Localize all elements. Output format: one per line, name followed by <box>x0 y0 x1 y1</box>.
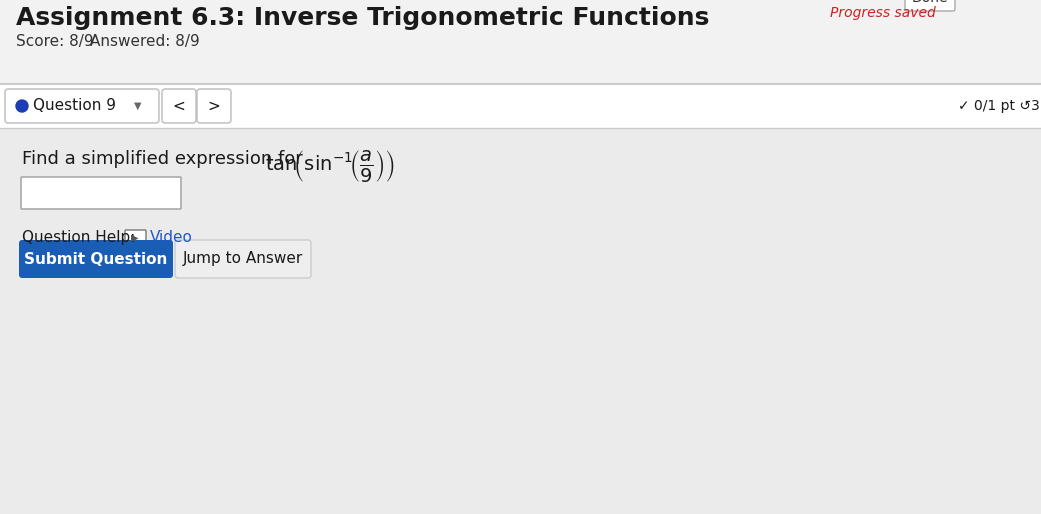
Text: Done: Done <box>912 0 948 5</box>
Text: Submit Question: Submit Question <box>24 251 168 266</box>
FancyBboxPatch shape <box>162 89 196 123</box>
FancyBboxPatch shape <box>905 0 955 11</box>
Text: Score: 8/9: Score: 8/9 <box>16 34 94 49</box>
FancyBboxPatch shape <box>19 240 173 278</box>
Text: Progress saved: Progress saved <box>830 6 936 20</box>
Bar <box>0 128 1041 514</box>
Circle shape <box>16 100 28 112</box>
Text: ▼: ▼ <box>134 101 142 111</box>
Text: $\mathrm{tan}\!\left(\mathrm{sin}^{-1}\!\left(\dfrac{a}{9}\right)\right)$: $\mathrm{tan}\!\left(\mathrm{sin}^{-1}\!… <box>265 148 395 184</box>
Text: ✓ 0/1 pt ↺3 2: ✓ 0/1 pt ↺3 2 <box>958 99 1041 113</box>
Text: Answered: 8/9: Answered: 8/9 <box>90 34 200 49</box>
Text: Find a simplified expression for: Find a simplified expression for <box>22 150 308 168</box>
FancyBboxPatch shape <box>21 177 181 209</box>
Text: ▶: ▶ <box>131 233 138 243</box>
FancyBboxPatch shape <box>175 240 311 278</box>
Text: Video: Video <box>150 230 193 245</box>
Text: Question 9: Question 9 <box>33 99 116 114</box>
Text: Assignment 6.3: Inverse Trigonometric Functions: Assignment 6.3: Inverse Trigonometric Fu… <box>16 6 709 30</box>
FancyBboxPatch shape <box>197 89 231 123</box>
Text: Jump to Answer: Jump to Answer <box>183 251 303 266</box>
Bar <box>0 84 1041 128</box>
Bar <box>0 0 1041 84</box>
Text: <: < <box>173 99 185 114</box>
Text: Question Help:: Question Help: <box>22 230 135 245</box>
FancyBboxPatch shape <box>5 89 159 123</box>
FancyBboxPatch shape <box>125 230 146 247</box>
Text: >: > <box>207 99 221 114</box>
